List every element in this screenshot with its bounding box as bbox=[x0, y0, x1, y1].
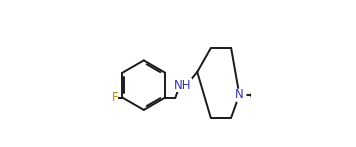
Text: NH: NH bbox=[174, 79, 192, 92]
Text: N: N bbox=[235, 88, 244, 101]
Text: F: F bbox=[112, 91, 118, 104]
